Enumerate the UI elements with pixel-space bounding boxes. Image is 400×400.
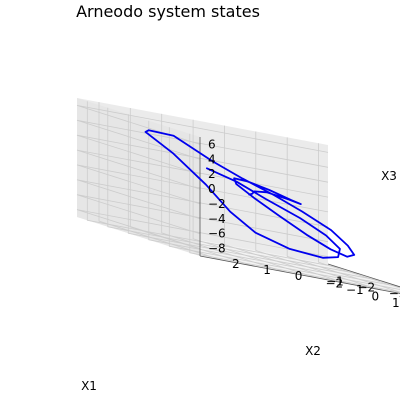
y-tick-label: 2 (232, 257, 240, 271)
z-grid-line (76, 105, 329, 153)
z-tick-label: −6 (208, 227, 226, 241)
x-tick-label: 1 (392, 296, 400, 310)
y-tick-label: −2 (358, 281, 376, 295)
y-grid-line (129, 108, 254, 267)
y-axis-title: X2 (305, 344, 321, 358)
z-tick-label: −8 (208, 242, 226, 256)
x-grid-line (127, 114, 380, 281)
y-grid-line (318, 143, 400, 289)
x-grid-line (189, 133, 400, 293)
z-grid-line (76, 164, 329, 213)
y-grid-line (255, 131, 379, 290)
y-tick-label: −3 (389, 287, 400, 301)
x-grid-line (168, 127, 400, 290)
x-tick-label: −2 (325, 276, 343, 290)
z-tick-label: 0 (208, 182, 216, 196)
y-axis-line (199, 255, 400, 294)
x-tick-label: 0 (371, 289, 379, 303)
y-grid-line (161, 113, 285, 273)
y-tick-label: −1 (326, 275, 344, 289)
z-grid-line (76, 209, 329, 257)
z-tick-label: 2 (208, 167, 216, 181)
x-grid-line (107, 107, 359, 275)
z-axis-title: X3 (381, 169, 397, 183)
axis-lines (199, 137, 400, 294)
x-grid-line (148, 120, 400, 288)
z-tick-label: 6 (208, 137, 216, 151)
z-grid-line (76, 134, 329, 183)
series-layer (144, 129, 356, 259)
y-tick-label: 0 (295, 269, 303, 283)
series-line (144, 129, 356, 259)
x-axis-line (327, 263, 400, 288)
y-grid-line (286, 137, 400, 293)
x-tick-label: −1 (346, 283, 364, 297)
z-grid-line (76, 179, 329, 228)
y-grid-line (224, 125, 348, 284)
chart-title: Arneodo system states (76, 2, 260, 21)
z-grid-line (76, 119, 329, 168)
x-grid-line (86, 101, 339, 268)
z-tick-label: −2 (208, 197, 226, 211)
grid-lines (76, 101, 400, 293)
y-tick-label: 1 (263, 263, 271, 277)
z-tick-label: 4 (208, 152, 216, 166)
y-grid-line (192, 119, 317, 279)
x-axis-title: X1 (81, 379, 97, 393)
z-grid-line (76, 194, 329, 243)
z-tick-label: −4 (208, 212, 226, 226)
